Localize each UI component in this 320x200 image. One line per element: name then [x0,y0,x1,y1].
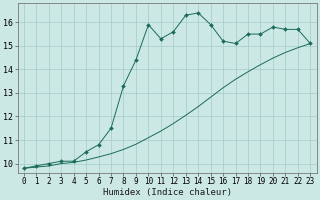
X-axis label: Humidex (Indice chaleur): Humidex (Indice chaleur) [103,188,232,197]
